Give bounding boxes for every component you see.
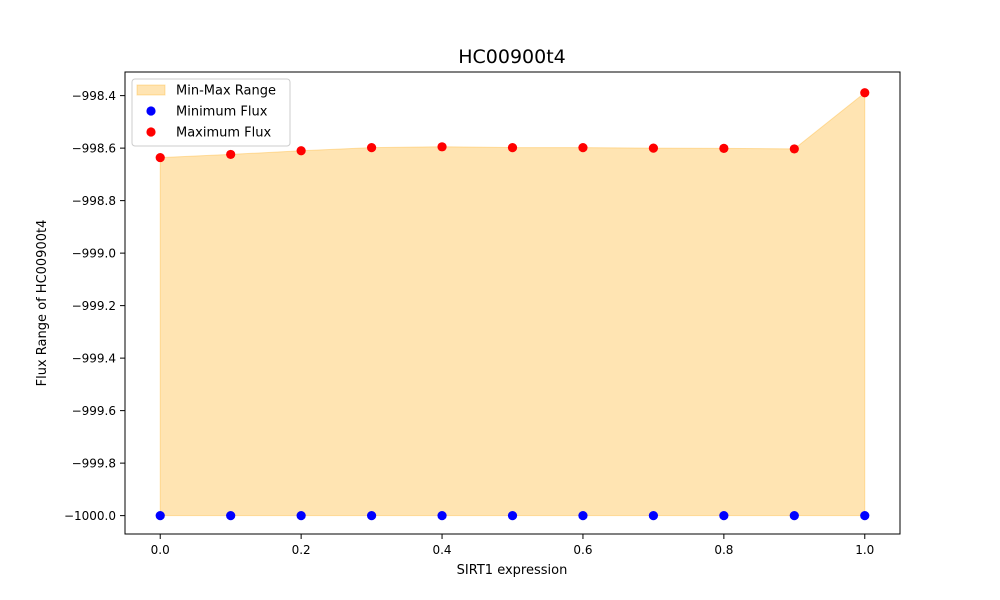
x-axis: 0.0 0.2 0.4 0.6 0.8 1.0	[151, 534, 874, 557]
x-tick-label: 0.0	[151, 543, 170, 557]
maximum-flux-point	[366, 143, 377, 153]
y-axis: −998.4 −998.6 −998.8 −999.0 −999.2 −999.4 −999…	[64, 89, 125, 523]
maximum-flux-point	[648, 143, 659, 153]
y-tick-label: −998.8	[72, 194, 116, 208]
minimum-flux-point	[578, 511, 588, 521]
plot-area	[155, 88, 870, 521]
minimum-flux-point	[789, 511, 799, 521]
y-tick-label: −1000.0	[64, 509, 116, 523]
minimum-flux-point	[437, 511, 447, 521]
y-tick-label: −999.8	[72, 457, 116, 471]
legend: Min-Max Range Minimum Flux Maximum Flux	[131, 78, 291, 147]
x-tick-label: 1.0	[855, 543, 874, 557]
minimum-flux-point	[507, 511, 518, 521]
chart-title: HC00900t4	[458, 46, 566, 68]
maximum-flux-point	[507, 143, 518, 153]
x-tick-label: 0.6	[573, 543, 592, 557]
minimum-flux-point	[860, 511, 870, 521]
maximum-flux-point	[578, 143, 588, 153]
legend-box	[131, 78, 291, 147]
axes-frame	[124, 71, 901, 535]
legend-label-min-max-range: Min-Max Range	[176, 84, 276, 99]
y-tick-label: −999.6	[72, 404, 116, 418]
y-tick-label: −999.4	[72, 352, 116, 366]
legend-marker-maximum-flux	[146, 127, 156, 137]
legend-label-minimum-flux: Minimum Flux	[176, 105, 268, 120]
y-axis-label: Flux Range of HC00900t4	[35, 220, 50, 387]
minimum-flux-point	[296, 511, 306, 521]
maximum-flux-point	[719, 143, 729, 153]
x-tick-label: 0.8	[714, 543, 733, 557]
minimum-flux-point	[719, 511, 729, 521]
minimum-flux-point	[366, 511, 377, 521]
legend-marker-minimum-flux	[146, 106, 156, 116]
maximum-flux-point	[296, 146, 306, 156]
y-tick-label: −998.4	[72, 89, 116, 103]
y-tick-label: −999.0	[72, 247, 116, 261]
maximum-flux-point	[155, 152, 165, 163]
minimum-flux-point	[648, 511, 659, 521]
maximum-flux-point	[437, 142, 447, 152]
minimum-flux-point	[155, 511, 165, 521]
legend-swatch-min-max-range	[136, 84, 166, 96]
y-tick-label: −999.2	[72, 299, 116, 313]
maximum-flux-point	[860, 88, 870, 98]
x-tick-label: 0.4	[432, 543, 451, 557]
min-max-range-area	[159, 91, 866, 517]
y-tick-label: −998.6	[72, 142, 116, 156]
maximum-flux-point	[789, 144, 799, 154]
maximum-flux-point	[226, 149, 236, 160]
x-axis-label: SIRT1 expression	[457, 563, 568, 578]
legend-label-maximum-flux: Maximum Flux	[176, 126, 272, 141]
minimum-flux-point	[226, 511, 236, 521]
x-tick-label: 0.2	[292, 543, 311, 557]
